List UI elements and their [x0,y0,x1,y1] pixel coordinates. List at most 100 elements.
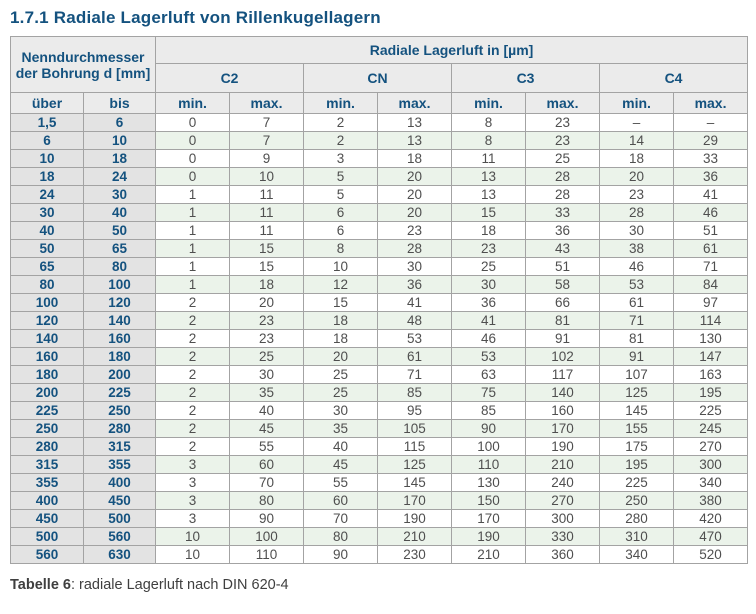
cell-over: 450 [10,509,84,528]
cell-value: 15 [229,239,305,258]
cell-value: 170 [525,419,601,438]
cell-value: 3 [155,455,231,474]
cell-value: 190 [525,437,601,456]
cell-value: 7 [229,113,305,132]
cell-value: 28 [377,239,453,258]
cell-value: 100 [229,527,305,546]
cell-value: 58 [525,275,601,294]
cell-value: 30 [303,401,379,420]
group-header-c3: C3 [451,63,601,93]
cell-value: 55 [303,473,379,492]
cell-value: 38 [599,239,675,258]
max-column-header: max. [525,92,601,114]
cell-value: 2 [155,419,231,438]
cell-value: 91 [525,329,601,348]
table-row: 315 355 3 60 45 125 110 210 195 300 [10,455,749,474]
cell-value: 23 [229,311,305,330]
cell-to: 315 [82,437,157,456]
cell-value: 170 [451,509,527,528]
table-row: 140 160 2 23 18 53 46 91 81 130 [10,329,749,348]
cell-over: 65 [10,257,84,276]
cell-value: 84 [673,275,749,294]
cell-value: 71 [673,257,749,276]
min-column-header: min. [451,92,527,114]
cell-value: 175 [599,437,675,456]
cell-value: 23 [525,113,601,132]
table-row: 6 10 0 7 2 13 8 23 14 29 [10,131,749,150]
cell-value: 210 [451,545,527,564]
cell-value: 13 [377,113,453,132]
cell-over: 250 [10,419,84,438]
cell-value: 170 [377,491,453,510]
header-row-minmax: über bis min. max. min. max. min. max. m… [10,92,749,114]
table-row: 450 500 3 90 70 190 170 300 280 420 [10,509,749,528]
cell-over: 80 [10,275,84,294]
cell-value: 90 [451,419,527,438]
cell-value: 81 [599,329,675,348]
cell-value: 2 [155,437,231,456]
cell-value: 33 [525,203,601,222]
cell-value: 18 [303,311,379,330]
cell-value: 13 [451,167,527,186]
cell-value: 45 [229,419,305,438]
cell-value: 2 [155,365,231,384]
cell-value: 30 [451,275,527,294]
cell-value: 53 [377,329,453,348]
cell-to: 65 [82,239,157,258]
cell-value: 130 [673,329,749,348]
cell-value: 110 [229,545,305,564]
table-caption: Tabelle 6: radiale Lagerluft nach DIN 62… [10,577,748,593]
cell-value: 18 [229,275,305,294]
cell-value: 20 [377,167,453,186]
cell-over: 50 [10,239,84,258]
cell-value: 225 [673,401,749,420]
cell-value: 2 [155,329,231,348]
cell-value: 60 [229,455,305,474]
cell-value: 48 [377,311,453,330]
cell-value: 11 [229,221,305,240]
table-row: 280 315 2 55 40 115 100 190 175 270 [10,437,749,456]
cell-value: 75 [451,383,527,402]
table-row: 50 65 1 15 8 28 23 43 38 61 [10,239,749,258]
cell-value: 33 [673,149,749,168]
cell-value: 85 [377,383,453,402]
cell-value: 300 [525,509,601,528]
cell-value: 8 [451,131,527,150]
cell-value: 30 [377,257,453,276]
cell-value: 61 [599,293,675,312]
cell-value: 51 [673,221,749,240]
cell-value: 12 [303,275,379,294]
page-title: 1.7.1 Radiale Lagerluft von Rillenkugell… [10,8,381,27]
max-column-header: max. [673,92,749,114]
cell-value: 53 [451,347,527,366]
table-row: 250 280 2 45 35 105 90 170 155 245 [10,419,749,438]
cell-value: 51 [525,257,601,276]
cell-over: 40 [10,221,84,240]
cell-value: 1 [155,257,231,276]
cell-value: 1 [155,239,231,258]
cell-over: 355 [10,473,84,492]
cell-value: 0 [155,149,231,168]
cell-value: 70 [303,509,379,528]
cell-value: 20 [377,185,453,204]
cell-value: 102 [525,347,601,366]
cell-to: 180 [82,347,157,366]
cell-value: 195 [599,455,675,474]
cell-value: 190 [377,509,453,528]
cell-value: 145 [377,473,453,492]
to-column-header: bis [82,92,157,114]
cell-value: 18 [377,149,453,168]
cell-to: 280 [82,419,157,438]
cell-over: 10 [10,149,84,168]
cell-value: 125 [377,455,453,474]
cell-value: 115 [377,437,453,456]
bore-header-line2: der Bohrung d [mm] [15,64,151,81]
cell-value: 45 [303,455,379,474]
cell-value: 2 [303,113,379,132]
cell-to: 500 [82,509,157,528]
cell-value: 380 [673,491,749,510]
cell-value: 1 [155,275,231,294]
cell-value: 55 [229,437,305,456]
cell-value: 85 [451,401,527,420]
cell-value: 145 [599,401,675,420]
